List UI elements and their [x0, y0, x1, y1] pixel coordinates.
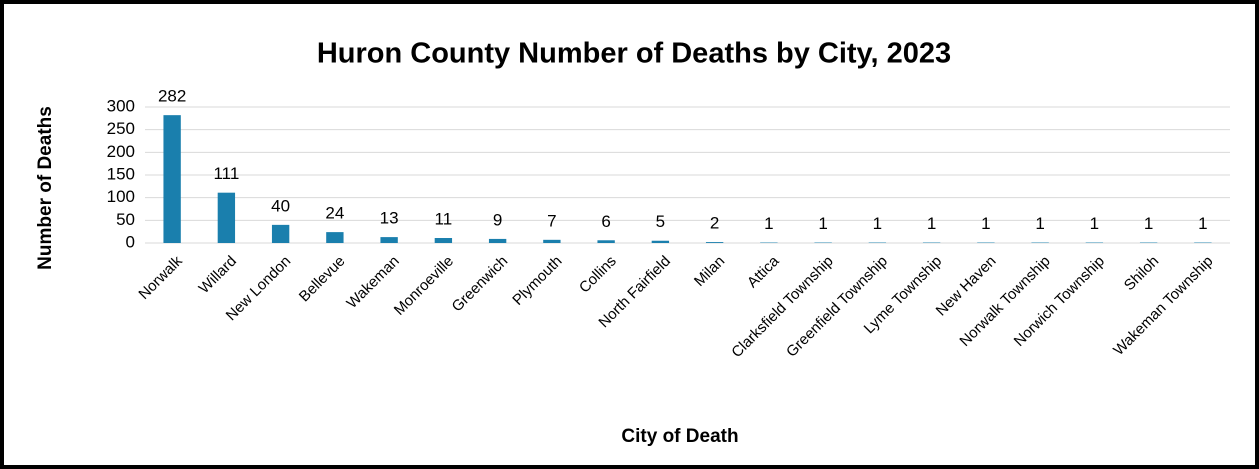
- data-label: 13: [380, 209, 399, 228]
- chart-title: Huron County Number of Deaths by City, 2…: [317, 38, 951, 70]
- bar: [217, 192, 236, 243]
- data-label: 24: [325, 204, 344, 223]
- data-label: 1: [1198, 214, 1207, 233]
- data-label: 1: [1035, 214, 1044, 233]
- y-tick-label: 300: [107, 96, 135, 115]
- y-tick-label: 50: [116, 210, 135, 229]
- data-label: 9: [493, 210, 502, 229]
- data-label: 1: [981, 214, 990, 233]
- data-label: 6: [601, 212, 610, 231]
- data-label: 282: [158, 87, 186, 106]
- y-tick-label: 100: [107, 187, 135, 206]
- y-axis-label: Number of Deaths: [35, 106, 56, 270]
- data-label: 1: [1144, 214, 1153, 233]
- bar: [434, 238, 453, 243]
- y-tick-label: 150: [107, 164, 135, 183]
- y-tick-label: 0: [126, 232, 135, 251]
- data-label: 1: [764, 214, 773, 233]
- data-label: 40: [271, 196, 290, 215]
- data-label: 11: [435, 209, 453, 228]
- y-tick-label: 250: [107, 119, 135, 138]
- bar: [271, 224, 290, 243]
- x-axis-label: City of Death: [621, 426, 738, 447]
- data-label: 111: [213, 164, 239, 183]
- data-label: 1: [1090, 214, 1099, 233]
- data-label: 1: [818, 214, 827, 233]
- bar: [597, 240, 615, 243]
- bar: [163, 115, 181, 243]
- data-label: 5: [656, 212, 665, 231]
- data-label: 7: [547, 211, 556, 230]
- bar: [543, 239, 561, 243]
- y-tick-label: 200: [107, 142, 135, 161]
- bar: [651, 240, 670, 243]
- data-label: 1: [927, 214, 936, 233]
- bar: [488, 238, 507, 243]
- data-label: 1: [873, 214, 882, 233]
- bar: [326, 232, 344, 243]
- data-label: 2: [710, 214, 719, 233]
- bar: [380, 237, 398, 243]
- bar: [705, 242, 724, 243]
